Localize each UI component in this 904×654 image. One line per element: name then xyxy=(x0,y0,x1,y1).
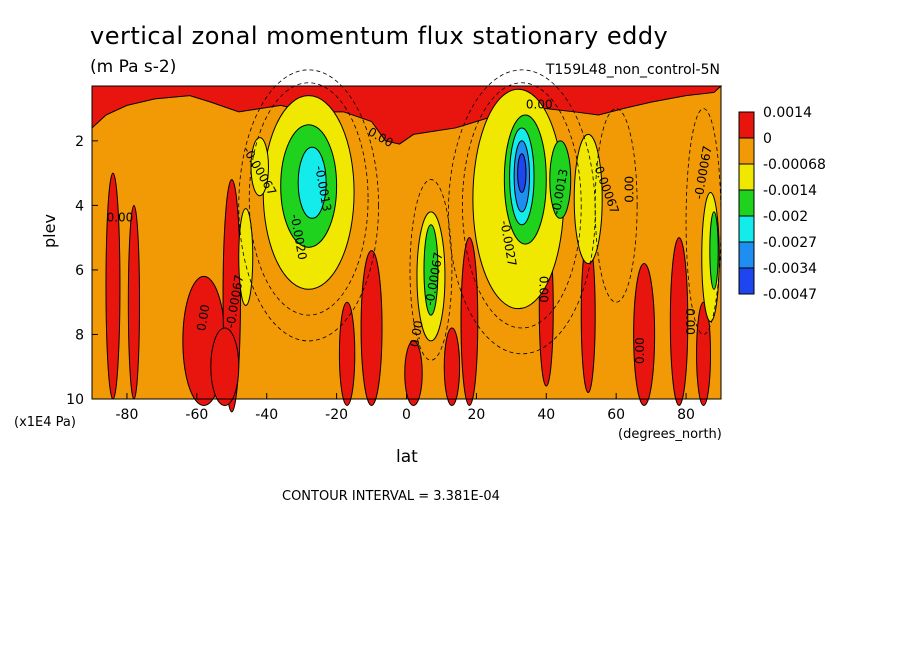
colorbar-box-2 xyxy=(738,163,755,191)
x-tick-label-6: 40 xyxy=(537,407,555,423)
colorbar-label-0: 0.0014 xyxy=(763,105,812,121)
contour-label-16: 0.00 xyxy=(683,308,697,335)
x-tick-label-2: -40 xyxy=(255,407,278,423)
colorbar-label-5: -0.0027 xyxy=(763,235,817,251)
run-label: T159L48_non_control-5N xyxy=(545,62,720,78)
neg-core-nh-darkblue xyxy=(517,153,527,193)
colorbar-label-7: -0.0047 xyxy=(763,287,817,303)
contour-label-12: 0.00 xyxy=(194,303,212,332)
contour-label-13: 0.00 xyxy=(407,319,425,348)
positive-column-1 xyxy=(127,204,141,400)
positive-column-0 xyxy=(105,172,121,400)
colorbar-box-1 xyxy=(738,137,755,165)
dashed-contour-5 xyxy=(594,108,638,303)
x-tick-label-1: -60 xyxy=(185,407,208,423)
colorbar-label-2: -0.00068 xyxy=(763,157,826,173)
dashed-contour-2 xyxy=(462,82,582,329)
contour-label-10: 0.00 xyxy=(623,176,637,203)
positive-column-11 xyxy=(633,262,656,406)
x-tick-label-4: 0 xyxy=(402,407,411,423)
neg-core-np-green xyxy=(709,211,719,290)
y-tick-label-4: 10 xyxy=(66,392,84,408)
contour-interval: CONTOUR INTERVAL = 3.381E-04 xyxy=(282,489,500,504)
dashed-contour-6 xyxy=(685,108,722,335)
plot-area: 0.00-0.00067 -0.00130.00-0.0020-0.000670.… xyxy=(91,69,723,413)
colorbar-label-6: -0.0034 xyxy=(763,261,817,277)
neg-core-nh-east-green xyxy=(549,140,572,219)
contour-label-0: 0.00 xyxy=(107,211,134,225)
x-tick-label-8: 80 xyxy=(677,407,695,423)
x-tick-label-7: 60 xyxy=(607,407,625,423)
dashed-contour-4 xyxy=(409,179,453,361)
y-tick-label-2: 6 xyxy=(75,263,84,279)
positive-column-5 xyxy=(360,250,383,406)
colorbar-label-1: 0 xyxy=(763,131,772,147)
colorbar-box-6 xyxy=(738,267,755,295)
colorbar-box-5 xyxy=(738,241,755,269)
contour-label-14: 0.00 xyxy=(536,276,550,303)
x-axis-label: lat xyxy=(396,447,418,467)
positive-column-14 xyxy=(404,340,423,406)
positive-column-7 xyxy=(460,237,479,406)
colorbar-box-4 xyxy=(738,215,755,243)
dashed-contour-0 xyxy=(248,82,369,316)
colorbar-label-3: -0.0014 xyxy=(763,183,817,199)
contour-label-15: 0.00 xyxy=(633,337,647,364)
dashed-contour-1 xyxy=(238,69,379,342)
neg-core-sh-west-yellow xyxy=(250,137,269,197)
positive-column-8 xyxy=(443,327,461,406)
neg-core-sh-lower-yellow xyxy=(238,208,254,306)
chart-title: vertical zonal momentum flux stationary … xyxy=(90,22,669,50)
x-tick-label-0: -80 xyxy=(116,407,139,423)
neg-core-sh-cyan xyxy=(297,146,327,219)
colorbar: 0.0014 0 -0.00068 -0.0014 -0.002 -0.0027 -0.00… xyxy=(738,105,826,303)
contour-label-6: 0.00 xyxy=(526,98,553,112)
neg-core-nh-east-yellow xyxy=(573,133,603,264)
y-ticks: 2 4 6 8 10 xyxy=(66,134,98,408)
x-axis-unit: (degrees_north) xyxy=(618,427,722,442)
positive-column-13 xyxy=(696,301,712,406)
positive-column-12 xyxy=(669,237,689,406)
y-tick-label-0: 2 xyxy=(75,134,84,150)
positive-region-top xyxy=(91,85,723,145)
y-tick-label-3: 8 xyxy=(75,327,84,343)
positive-column-6 xyxy=(338,301,356,406)
colorbar-box-0 xyxy=(738,111,755,139)
x-tick-label-3: -20 xyxy=(325,407,348,423)
colorbar-box-3 xyxy=(738,189,755,217)
colorbar-label-4: -0.002 xyxy=(763,209,808,225)
x-ticks: -80 -60 -40 -20 0 20 40 60 80 xyxy=(116,393,695,423)
positive-column-4 xyxy=(210,327,240,406)
y-axis-unit: (x1E4 Pa) xyxy=(14,415,76,430)
y-tick-label-1: 4 xyxy=(75,198,84,214)
neg-core-eq-green xyxy=(423,224,439,316)
x-tick-label-5: 20 xyxy=(467,407,485,423)
chart-units: (m Pa s-2) xyxy=(90,57,177,77)
